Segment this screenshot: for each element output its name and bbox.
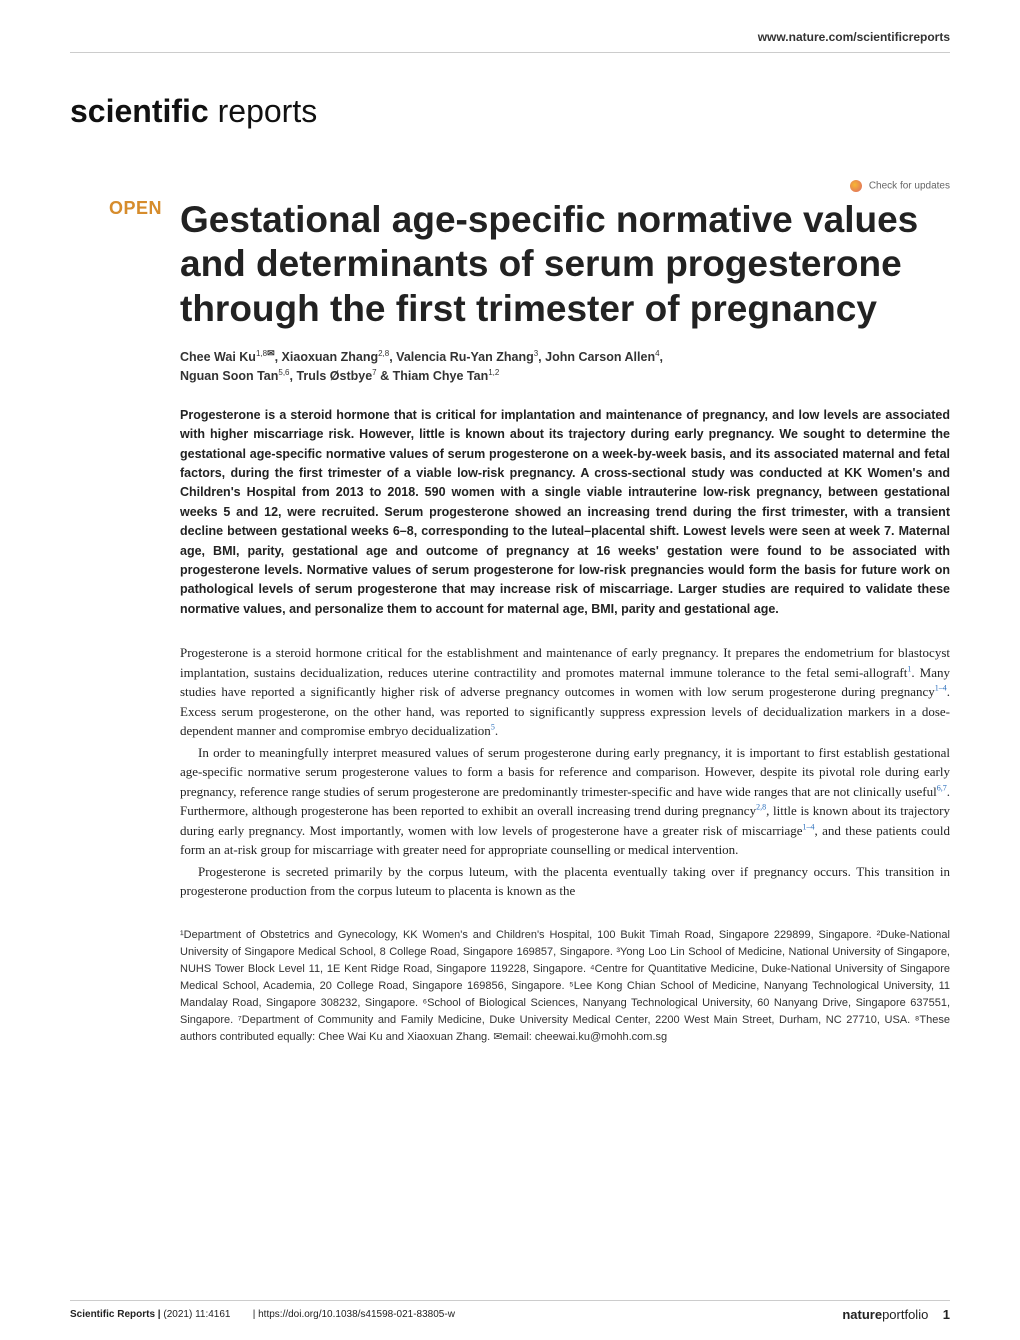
citation-ref[interactable]: 2,8 xyxy=(756,803,766,812)
affil-sup: 2,8 xyxy=(378,349,389,358)
affil-sup: 1,2 xyxy=(488,368,499,377)
publisher-bold: nature xyxy=(842,1307,882,1322)
footer-divider: | xyxy=(253,1309,256,1320)
footer-journal: Scientific Reports | xyxy=(70,1309,161,1320)
page-number: 1 xyxy=(943,1307,950,1322)
journal-name-bold: scientific xyxy=(70,93,209,129)
page-footer: Scientific Reports | (2021) 11:4161 | ht… xyxy=(70,1300,950,1322)
check-updates-icon xyxy=(850,180,862,192)
citation-ref[interactable]: 1–4 xyxy=(803,822,815,831)
publisher-logo: natureportfolio 1 xyxy=(842,1307,950,1322)
author: , Xiaoxuan Zhang xyxy=(275,350,379,364)
check-updates-button[interactable]: Check for updates xyxy=(70,180,950,192)
journal-logo: scientific reports xyxy=(70,93,950,130)
affiliations: ¹Department of Obstetrics and Gynecology… xyxy=(180,927,950,1046)
paragraph: In order to meaningfully interpret measu… xyxy=(180,743,950,860)
footer-citation: (2021) 11:4161 xyxy=(163,1309,230,1320)
corresponding-icon: ✉ xyxy=(267,347,275,361)
author: , Truls Østbye xyxy=(290,369,373,383)
citation-ref[interactable]: 1–4 xyxy=(935,684,947,693)
paragraph: Progesterone is secreted primarily by th… xyxy=(180,862,950,901)
site-link[interactable]: www.nature.com/scientificreports xyxy=(70,30,950,53)
abstract: Progesterone is a steroid hormone that i… xyxy=(180,406,950,619)
affil-sup: 1,8 xyxy=(256,349,267,358)
journal-name-light: reports xyxy=(209,93,317,129)
check-updates-label: Check for updates xyxy=(869,181,950,192)
author: , Valencia Ru-Yan Zhang xyxy=(389,350,533,364)
author: Chee Wai Ku xyxy=(180,350,256,364)
publisher-light: portfolio xyxy=(882,1307,928,1322)
paragraph: Progesterone is a steroid hormone critic… xyxy=(180,643,950,741)
footer-doi[interactable]: https://doi.org/10.1038/s41598-021-83805… xyxy=(258,1309,455,1320)
author-list: Chee Wai Ku1,8✉, Xiaoxuan Zhang2,8, Vale… xyxy=(180,347,950,386)
body-text: Progesterone is a steroid hormone critic… xyxy=(180,643,950,901)
open-access-badge: OPEN xyxy=(70,198,162,219)
affil-sup: 5,6 xyxy=(278,368,289,377)
citation-ref[interactable]: 6,7 xyxy=(937,783,947,792)
author: , John Carson Allen xyxy=(538,350,655,364)
author: & Thiam Chye Tan xyxy=(377,369,489,383)
article-title: Gestational age-specific normative value… xyxy=(180,198,950,331)
author: Nguan Soon Tan xyxy=(180,369,278,383)
